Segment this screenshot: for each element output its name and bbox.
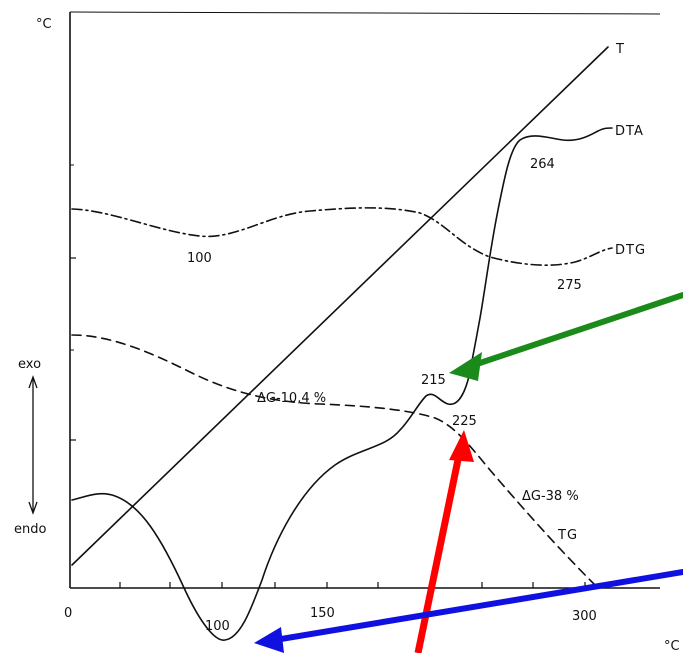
x-unit-label: °C: [664, 639, 680, 653]
dtg-min-275-label: 275: [557, 278, 582, 293]
series-TG-line: [71, 334, 596, 586]
exo-label: exo: [18, 357, 41, 372]
endo-label: endo: [14, 522, 46, 537]
series-T-line: [71, 46, 609, 566]
dta-peak-215-label: 215: [421, 373, 446, 388]
series-DTA-line: [71, 127, 613, 641]
y-unit-label: °C: [36, 17, 52, 32]
tg-loss-1-label: ΔG-10,4 %: [257, 391, 326, 406]
series-label-DTA: DTA: [615, 124, 644, 139]
series-label-DTG: DTG: [615, 243, 646, 258]
tg-loss-2-label: ΔG-38 %: [522, 489, 579, 504]
series-label-TG: TG: [557, 528, 578, 543]
x-tick-label-150: 150: [310, 606, 335, 621]
dtg-min-100-label: 100: [187, 251, 212, 266]
series-DTG-line: [71, 207, 613, 266]
x-tick-label-0: 0: [64, 606, 72, 621]
exo-endo-arrow: [28, 375, 38, 515]
top-frame: [69, 11, 661, 15]
dta-peak-264-label: 264: [530, 157, 555, 172]
dta-min-100-label: 100: [205, 619, 230, 634]
tg-225-label: 225: [452, 414, 477, 429]
x-tick-label-300: 300: [572, 609, 597, 624]
series-label-T: T: [615, 42, 625, 57]
green-arrow: [449, 292, 683, 381]
blue-arrow: [254, 569, 683, 653]
red-arrow: [414, 430, 474, 653]
